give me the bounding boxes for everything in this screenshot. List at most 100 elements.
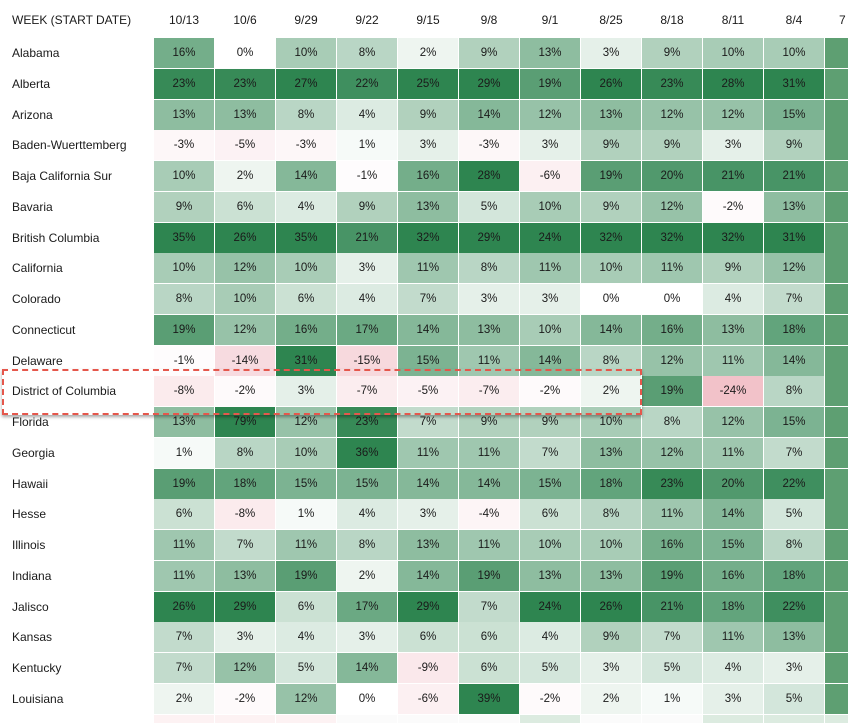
- heatmap-cell: 14%: [703, 499, 763, 530]
- heatmap-cell: 10%: [154, 161, 214, 191]
- heatmap-cell: 7%: [154, 653, 214, 683]
- heatmap-cell: 3%: [459, 284, 519, 314]
- heatmap-cell: 21%: [642, 591, 702, 622]
- heatmap-cell: [764, 714, 824, 723]
- row-label: British Columbia: [12, 230, 100, 245]
- heatmap-cell: -2%: [215, 376, 275, 407]
- heatmap-cell: 13%: [459, 314, 519, 345]
- heatmap-cell: 15%: [764, 407, 824, 437]
- column-header[interactable]: 8/25: [599, 13, 623, 27]
- heatmap-cell: 31%: [276, 345, 336, 376]
- heatmap-cell: 14%: [398, 468, 458, 499]
- heatmap-cell: 18%: [215, 468, 275, 499]
- heatmap-cell: -1%: [337, 161, 397, 191]
- heatmap-cell: 26%: [581, 68, 641, 99]
- column-header[interactable]: 8/18: [660, 13, 684, 27]
- heatmap-cell: 13%: [154, 407, 214, 437]
- heatmap-cell: -3%: [459, 130, 519, 161]
- heatmap-cell: 11%: [398, 437, 458, 468]
- heatmap-cell: -8%: [215, 499, 275, 530]
- heatmap-cell: [825, 99, 848, 130]
- row-label: Connecticut: [12, 322, 76, 337]
- heatmap-cell: 29%: [398, 591, 458, 622]
- heatmap-cell: 12%: [276, 407, 336, 437]
- heatmap-cell: [825, 376, 848, 407]
- heatmap-cell: -5%: [398, 376, 458, 407]
- heatmap-cell: 6%: [459, 622, 519, 653]
- heatmap-cell: 7%: [154, 622, 214, 653]
- heatmap-cell: [825, 714, 848, 723]
- row-label: District of Columbia: [12, 384, 117, 399]
- heatmap-cell: 13%: [764, 191, 824, 222]
- heatmap-cell: 11%: [520, 253, 580, 284]
- column-header[interactable]: 7: [839, 13, 846, 27]
- heatmap-cell: 3%: [581, 653, 641, 683]
- heatmap-cell: 6%: [154, 499, 214, 530]
- heatmap-cell: 2%: [398, 38, 458, 68]
- heatmap-cell: 8%: [337, 38, 397, 68]
- heatmap-cell: 7%: [642, 622, 702, 653]
- heatmap-cell: 14%: [398, 560, 458, 591]
- heatmap-cell: [825, 68, 848, 99]
- heatmap-cell: 5%: [764, 499, 824, 530]
- heatmap-cell: 19%: [459, 560, 519, 591]
- heatmap-cell: 24%: [520, 591, 580, 622]
- heatmap-cell: 17%: [337, 591, 397, 622]
- heatmap-cell: [825, 314, 848, 345]
- heatmap-cell: 5%: [764, 683, 824, 714]
- heatmap-cell: 7%: [398, 284, 458, 314]
- heatmap-cell: 8%: [642, 407, 702, 437]
- heatmap-cell: 12%: [215, 314, 275, 345]
- column-header[interactable]: 8/4: [785, 13, 803, 27]
- column-header[interactable]: 9/15: [416, 13, 440, 27]
- heatmap-cell: 18%: [764, 314, 824, 345]
- heatmap-cell: 8%: [764, 530, 824, 560]
- heatmap-cell: -2%: [703, 191, 763, 222]
- heatmap-cell: [398, 714, 458, 723]
- heatmap-cell: 5%: [276, 653, 336, 683]
- column-header[interactable]: 10/13: [168, 13, 200, 27]
- column-header[interactable]: 8/11: [721, 13, 745, 27]
- heatmap-cell: -3%: [276, 130, 336, 161]
- heatmap-cell: -5%: [215, 130, 275, 161]
- heatmap-cell: 18%: [581, 468, 641, 499]
- heatmap-cell: 35%: [154, 222, 214, 253]
- heatmap-cell: 16%: [703, 560, 763, 591]
- column-header[interactable]: 9/1: [541, 13, 559, 27]
- column-header[interactable]: 10/6: [233, 13, 257, 27]
- heatmap-cell: 10%: [703, 38, 763, 68]
- heatmap-cell: 23%: [642, 68, 702, 99]
- heatmap-cell: -7%: [337, 376, 397, 407]
- heatmap-cell: -6%: [520, 161, 580, 191]
- heatmap-cell: 4%: [520, 622, 580, 653]
- heatmap-cell: 16%: [642, 314, 702, 345]
- heatmap-cell: 19%: [581, 161, 641, 191]
- heatmap-cell: 10%: [276, 38, 336, 68]
- heatmap-cell: 11%: [703, 622, 763, 653]
- heatmap-cell: 3%: [703, 130, 763, 161]
- column-header[interactable]: 9/29: [294, 13, 318, 27]
- heatmap-cell: 15%: [276, 468, 336, 499]
- heatmap-cell: 10%: [276, 253, 336, 284]
- heatmap-cell: 26%: [154, 591, 214, 622]
- heatmap-cell: 18%: [764, 560, 824, 591]
- heatmap-cell: 3%: [337, 622, 397, 653]
- column-header[interactable]: 9/8: [480, 13, 498, 27]
- heatmap-cell: 3%: [276, 376, 336, 407]
- heatmap-cell: 24%: [520, 222, 580, 253]
- heatmap-cell: 8%: [154, 284, 214, 314]
- heatmap-cell: 10%: [520, 314, 580, 345]
- heatmap-cell: 11%: [459, 437, 519, 468]
- row-label: Indiana: [12, 568, 52, 583]
- heatmap-cell: 8%: [276, 99, 336, 130]
- heatmap-cell: 8%: [764, 376, 824, 407]
- heatmap-cell: [276, 714, 336, 723]
- heatmap-cell: 12%: [642, 437, 702, 468]
- heatmap-cell: 9%: [154, 191, 214, 222]
- heatmap-cell: 9%: [337, 191, 397, 222]
- column-header[interactable]: 9/22: [355, 13, 379, 27]
- heatmap-cell: 10%: [581, 407, 641, 437]
- heatmap-cell: 10%: [520, 191, 580, 222]
- heatmap-cell: 13%: [520, 560, 580, 591]
- heatmap-cell: 39%: [459, 683, 519, 714]
